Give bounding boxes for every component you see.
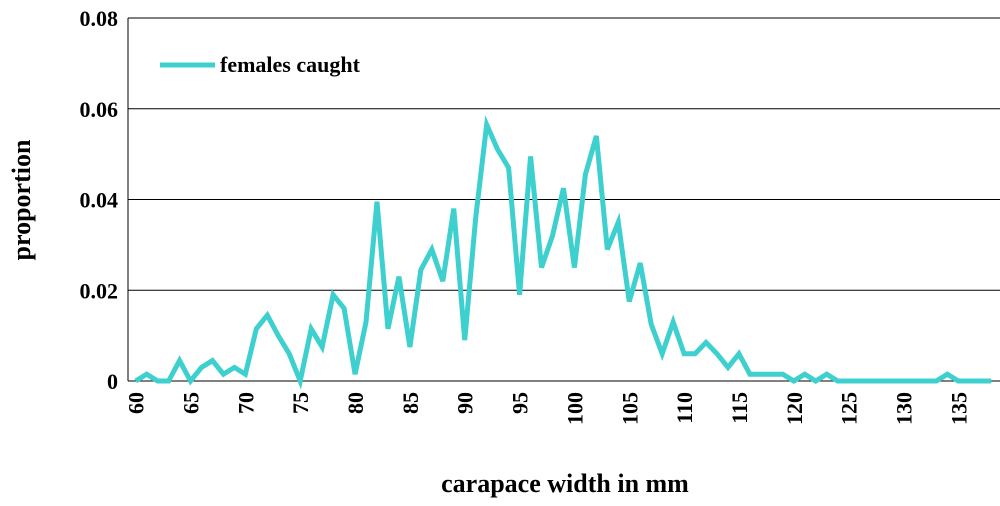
y-tick-label: 0.02 [80,278,119,303]
y-tick-label: 0 [107,369,118,394]
x-tick-label: 125 [837,392,862,425]
x-tick-label: 70 [233,392,258,414]
x-tick-label: 135 [946,392,971,425]
y-tick-label: 0.08 [80,6,119,31]
y-axis-title: proportion [7,139,36,260]
legend-label: females caught [220,52,361,77]
y-tick-label: 0.04 [80,188,119,213]
x-tick-label: 115 [727,392,752,424]
x-tick-label: 80 [343,392,368,414]
x-tick-label: 65 [179,392,204,414]
x-tick-label: 75 [288,392,313,414]
x-tick-label: 90 [453,392,478,414]
x-tick-label: 110 [672,392,697,424]
x-tick-label: 105 [617,392,642,425]
x-tick-label: 85 [398,392,423,414]
x-tick-label: 60 [124,392,149,414]
x-tick-label: 100 [562,392,587,425]
y-tick-label: 0.06 [80,97,119,122]
x-tick-label: 130 [891,392,916,425]
x-tick-label: 120 [782,392,807,425]
data-line [134,115,992,390]
x-tick-label: 95 [508,392,533,414]
x-axis-title: carapace width in mm [441,469,689,498]
